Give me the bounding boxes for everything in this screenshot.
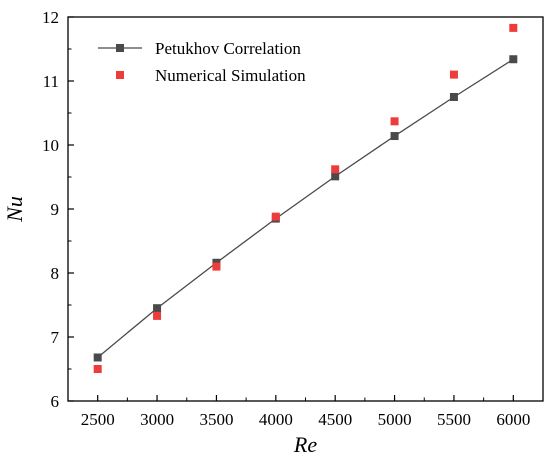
data-point: [271, 212, 280, 221]
x-tick-label: 4000: [259, 410, 293, 429]
data-point: [509, 23, 518, 32]
legend-item: Petukhov Correlation: [98, 39, 301, 58]
y-tick-label: 11: [43, 72, 59, 91]
data-point: [509, 55, 518, 64]
legend-label: Numerical Simulation: [155, 66, 306, 85]
y-tick-label: 9: [51, 200, 60, 219]
data-point: [449, 70, 458, 79]
series-1: [93, 23, 518, 373]
data-point: [390, 132, 399, 141]
x-tick-label: 2500: [81, 410, 115, 429]
data-point: [93, 353, 102, 362]
legend-marker: [116, 71, 124, 79]
data-point: [390, 117, 399, 126]
y-axis: 6 7 8 9 10 11 12: [42, 8, 74, 411]
y-tick-label: 7: [51, 328, 60, 347]
x-tick-label: 3500: [199, 410, 233, 429]
data-point: [449, 93, 458, 101]
data-point: [153, 311, 162, 320]
x-axis-title: Re: [293, 432, 317, 457]
legend-item: Numerical Simulation: [116, 66, 306, 85]
x-tick-label: 6000: [496, 410, 530, 429]
legend-marker: [116, 44, 124, 52]
y-tick-label: 6: [51, 392, 60, 411]
data-point: [93, 365, 102, 373]
legend: Petukhov Correlation Numerical Simulation: [98, 39, 306, 85]
legend-label: Petukhov Correlation: [155, 39, 301, 58]
x-tick-label: 3000: [140, 410, 174, 429]
data-point: [331, 172, 340, 181]
x-tick-label: 5000: [378, 410, 412, 429]
x-axis: 2500 3000 3500 4000 4500 5000 5500 6000: [81, 395, 530, 429]
series-layer: [93, 23, 518, 373]
series-line: [97, 58, 514, 358]
y-tick-label: 8: [51, 264, 60, 283]
x-tick-label: 4500: [318, 410, 352, 429]
y-tick-label: 12: [42, 8, 59, 27]
data-point: [331, 165, 340, 174]
data-point: [212, 262, 221, 271]
y-tick-label: 10: [42, 136, 59, 155]
y-axis-title: Nu: [2, 196, 27, 223]
x-tick-label: 5500: [437, 410, 471, 429]
data-point: [153, 304, 162, 313]
